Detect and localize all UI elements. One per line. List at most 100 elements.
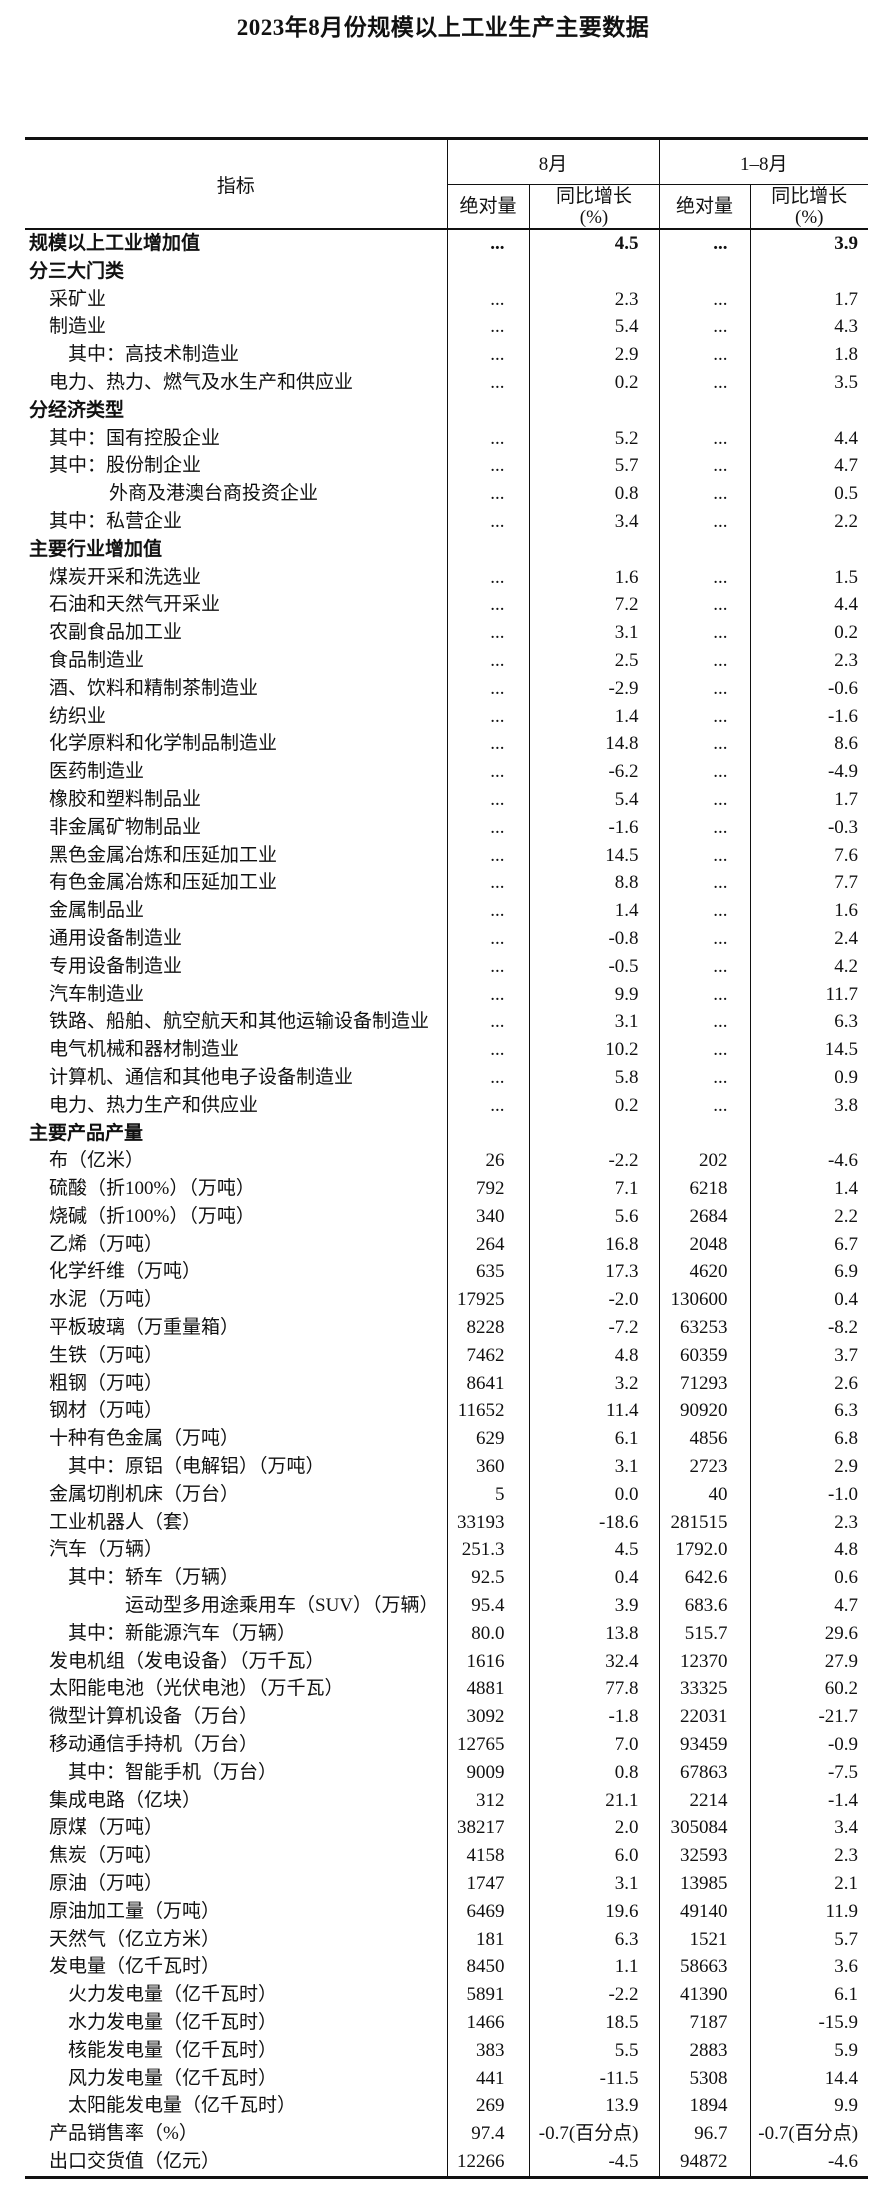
cum-absolute-value: 13985 xyxy=(658,1870,751,1898)
indicator-label: 电气机械和器材制造业 xyxy=(49,1039,240,1061)
indicator-label: 核能发电量（亿千瓦时） xyxy=(68,2039,278,2061)
cum-absolute-value: ... xyxy=(658,674,751,703)
cum-absolute-value: ... xyxy=(658,480,751,508)
cum-yoy-growth: -1.6 xyxy=(749,702,869,731)
aug-yoy-growth: 13.9 xyxy=(528,2092,660,2121)
cum-absolute-value: ... xyxy=(658,646,751,675)
indicator-label: 煤炭开采和洗选业 xyxy=(49,566,202,588)
indicator-label: 专用设备制造业 xyxy=(49,955,183,977)
indicator-label: 计算机、通信和其他电子设备制造业 xyxy=(49,1066,354,1088)
aug-yoy-growth: 0.2 xyxy=(528,368,660,397)
indicator-label: 其中：原铝（电解铝）（万吨） xyxy=(68,1456,325,1478)
aug-yoy-growth xyxy=(528,396,660,425)
aug-yoy-growth: 10.2 xyxy=(528,1036,660,1064)
cum-yoy-growth: 4.4 xyxy=(749,591,869,620)
indicator-label: 农副食品加工业 xyxy=(49,622,183,644)
aug-yoy-growth: 3.1 xyxy=(528,1453,660,1481)
table-row: 硫酸（折100%）（万吨） 792 7.1 6218 1.4 xyxy=(25,1175,869,1203)
cum-yoy-growth: 2.1 xyxy=(749,1870,869,1898)
aug-yoy-growth: 3.4 xyxy=(528,507,660,536)
cum-yoy-growth: 2.3 xyxy=(749,1842,869,1871)
aug-yoy-growth: 2.3 xyxy=(528,285,660,314)
aug-absolute-value: ... xyxy=(446,646,529,675)
cum-yoy-growth: -8.2 xyxy=(749,1314,869,1342)
cum-absolute-value: 7187 xyxy=(658,2009,751,2037)
aug-yoy-growth: 11.4 xyxy=(528,1397,660,1426)
table-row: 乙烯（万吨） 264 16.8 2048 6.7 xyxy=(25,1230,869,1259)
cum-yoy-growth: 4.4 xyxy=(749,424,869,453)
aug-yoy-growth xyxy=(528,535,660,564)
indicator-label: 发电机组（发电设备）（万千瓦） xyxy=(49,1650,325,1672)
aug-absolute-value: 383 xyxy=(446,2036,529,2065)
indicator-label: 通用设备制造业 xyxy=(49,927,183,949)
aug-yoy-growth: 0.2 xyxy=(528,1091,660,1120)
aug-absolute-value: ... xyxy=(446,507,529,536)
cum-yoy-growth: 5.9 xyxy=(749,2036,869,2065)
indicator-label: 外商及港澳台商投资企业 xyxy=(109,483,319,505)
aug-yoy-growth: 5.4 xyxy=(528,785,660,814)
table-row: 粗钢（万吨） 8641 3.2 71293 2.6 xyxy=(25,1369,869,1398)
aug-absolute-value: ... xyxy=(446,563,529,592)
cum-yoy-growth: 0.4 xyxy=(749,1286,869,1315)
cum-yoy-growth: 60.2 xyxy=(749,1675,869,1704)
table-row: 原煤（万吨） 38217 2.0 305084 3.4 xyxy=(25,1814,869,1843)
aug-absolute-value: ... xyxy=(446,841,529,870)
aug-absolute-value: 97.4 xyxy=(446,2120,529,2148)
aug-absolute-value: 3092 xyxy=(446,1703,529,1732)
aug-absolute-value: ... xyxy=(446,924,529,953)
aug-yoy-growth: 0.8 xyxy=(528,1758,660,1787)
table-row: 烧碱（折100%）（万吨） 340 5.6 2684 2.2 xyxy=(25,1202,869,1231)
indicator-label: 其中：新能源汽车（万辆） xyxy=(68,1622,297,1644)
aug-absolute-value: 8641 xyxy=(446,1369,529,1398)
cum-absolute-value: ... xyxy=(658,368,751,397)
aug-absolute-value: 635 xyxy=(446,1258,529,1287)
aug-absolute-value: 251.3 xyxy=(446,1536,529,1565)
table-row: 化学原料和化学制品制造业 ... 14.8 ... 8.6 xyxy=(25,730,869,759)
aug-absolute-value: 4158 xyxy=(446,1842,529,1871)
cum-absolute-value: ... xyxy=(658,507,751,536)
table-row: 生铁（万吨） 7462 4.8 60359 3.7 xyxy=(25,1341,869,1370)
aug-yoy-growth: 0.8 xyxy=(528,480,660,508)
cum-yoy-growth: 1.5 xyxy=(749,563,869,592)
aug-absolute-value: 8450 xyxy=(446,1953,529,1982)
aug-yoy-growth: 7.0 xyxy=(528,1731,660,1759)
table-row: 火力发电量（亿千瓦时） 5891 -2.2 41390 6.1 xyxy=(25,1981,869,2009)
page-title: 2023年8月份规模以上工业生产主要数据 xyxy=(236,15,650,40)
cum-absolute-value: 22031 xyxy=(658,1703,751,1732)
aug-absolute-value: 264 xyxy=(446,1230,529,1259)
indicator-label: 主要行业增加值 xyxy=(29,538,163,560)
aug-absolute-value: 8228 xyxy=(446,1314,529,1342)
aug-absolute-value: 38217 xyxy=(446,1814,529,1843)
aug-yoy-growth: -1.8 xyxy=(528,1703,660,1732)
aug-absolute-value xyxy=(446,535,529,564)
cum-yoy-growth: 0.5 xyxy=(749,480,869,508)
cum-absolute-value: ... xyxy=(658,1036,751,1064)
cum-absolute-value: 58663 xyxy=(658,1953,751,1982)
aug-absolute-value: ... xyxy=(446,285,529,314)
cum-absolute-value: 40 xyxy=(658,1480,751,1509)
aug-yoy-growth: 4.8 xyxy=(528,1341,660,1370)
aug-absolute-value: 360 xyxy=(446,1453,529,1481)
aug-absolute-value: ... xyxy=(446,1008,529,1037)
header-group-august: 8月 xyxy=(446,138,660,185)
cum-absolute-value: 32593 xyxy=(658,1842,751,1871)
cum-absolute-value: 96.7 xyxy=(658,2120,751,2148)
aug-absolute-value: 95.4 xyxy=(446,1592,529,1620)
table-header: 指标 8月 1–8月 绝对量 同比增长 (%) 绝对量 同比增长 (%) xyxy=(25,138,869,230)
cum-absolute-value: ... xyxy=(658,563,751,592)
indicator-label: 烧碱（折100%）（万吨） xyxy=(49,1205,255,1227)
indicator-label: 水力发电量（亿千瓦时） xyxy=(68,2012,278,2033)
aug-absolute-value: 33193 xyxy=(446,1508,529,1537)
aug-absolute-value: ... xyxy=(446,869,529,898)
aug-yoy-growth: 5.6 xyxy=(528,1202,660,1231)
indicator-label: 出口交货值（亿元） xyxy=(49,2150,221,2172)
cum-yoy-growth: 5.7 xyxy=(749,1925,869,1954)
indicator-label: 运动型多用途乘用车（SUV）（万辆） xyxy=(125,1595,439,1617)
table-row: 食品制造业 ... 2.5 ... 2.3 xyxy=(25,646,869,675)
cum-absolute-value: 94872 xyxy=(658,2147,751,2178)
indicator-label: 医药制造业 xyxy=(49,761,145,783)
aug-absolute-value: ... xyxy=(446,813,529,842)
cum-yoy-growth: 4.8 xyxy=(749,1536,869,1565)
cum-absolute-value: 1792.0 xyxy=(658,1536,751,1565)
